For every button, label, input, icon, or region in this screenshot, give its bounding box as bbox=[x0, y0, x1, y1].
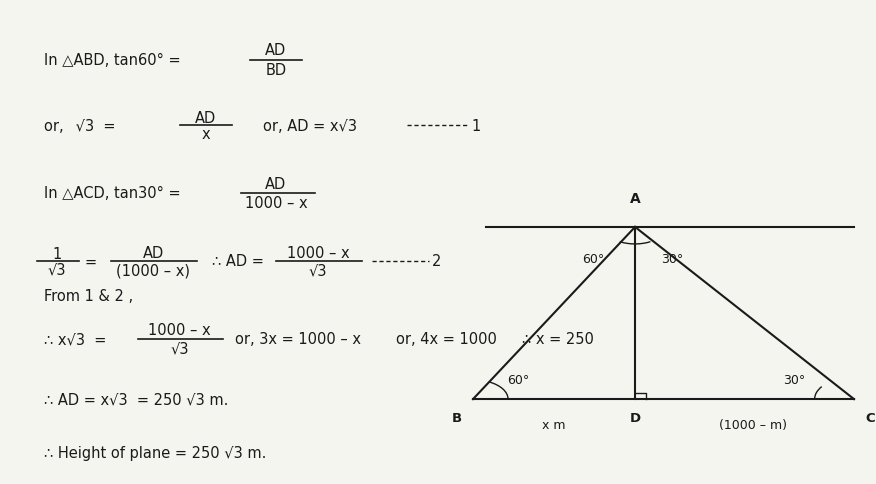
Text: 30°: 30° bbox=[783, 374, 806, 386]
Text: AD: AD bbox=[195, 111, 216, 126]
Text: (1000 – m): (1000 – m) bbox=[719, 418, 788, 431]
Text: ∴ x = 250: ∴ x = 250 bbox=[522, 332, 594, 346]
Text: 60°: 60° bbox=[582, 253, 604, 265]
Text: 1: 1 bbox=[53, 247, 61, 261]
Text: or, 3x = 1000 – x: or, 3x = 1000 – x bbox=[235, 332, 361, 346]
Text: D: D bbox=[630, 411, 640, 424]
Text: B: B bbox=[452, 411, 463, 424]
Text: 1000 – x: 1000 – x bbox=[244, 196, 307, 211]
Text: In △ABD, tan60° =: In △ABD, tan60° = bbox=[44, 53, 180, 68]
Text: or,  √3  =: or, √3 = bbox=[44, 119, 116, 133]
Text: or, 4x = 1000: or, 4x = 1000 bbox=[396, 332, 497, 346]
Text: ∴ AD =: ∴ AD = bbox=[212, 254, 264, 269]
Text: (1000 – x): (1000 – x) bbox=[117, 263, 190, 278]
Text: ∴ Height of plane = 250 √3 m.: ∴ Height of plane = 250 √3 m. bbox=[44, 445, 266, 460]
Text: ∴ x√3  =: ∴ x√3 = bbox=[44, 332, 106, 346]
Text: BD: BD bbox=[265, 63, 286, 77]
Text: AD: AD bbox=[143, 245, 164, 260]
Text: 30°: 30° bbox=[661, 253, 683, 265]
Text: =: = bbox=[85, 254, 97, 269]
Text: A: A bbox=[630, 192, 640, 206]
Text: In △ACD, tan30° =: In △ACD, tan30° = bbox=[44, 186, 180, 201]
Text: √3: √3 bbox=[170, 341, 189, 355]
Text: 60°: 60° bbox=[507, 374, 530, 386]
Text: 1000 – x: 1000 – x bbox=[286, 245, 350, 260]
Text: 1: 1 bbox=[471, 119, 481, 133]
Text: From 1 & 2 ,: From 1 & 2 , bbox=[44, 289, 133, 303]
Text: x m: x m bbox=[542, 418, 566, 431]
Text: or, AD = x√3: or, AD = x√3 bbox=[263, 119, 357, 133]
Text: x: x bbox=[201, 127, 210, 142]
Text: AD: AD bbox=[265, 44, 286, 58]
Text: 2: 2 bbox=[432, 254, 442, 269]
Text: C: C bbox=[865, 411, 874, 424]
Text: √3: √3 bbox=[47, 262, 67, 276]
Text: AD: AD bbox=[265, 177, 286, 191]
Text: 1000 – x: 1000 – x bbox=[148, 323, 211, 337]
Text: ∴ AD = x√3  = 250 √3 m.: ∴ AD = x√3 = 250 √3 m. bbox=[44, 392, 228, 407]
Text: √3: √3 bbox=[308, 263, 328, 278]
